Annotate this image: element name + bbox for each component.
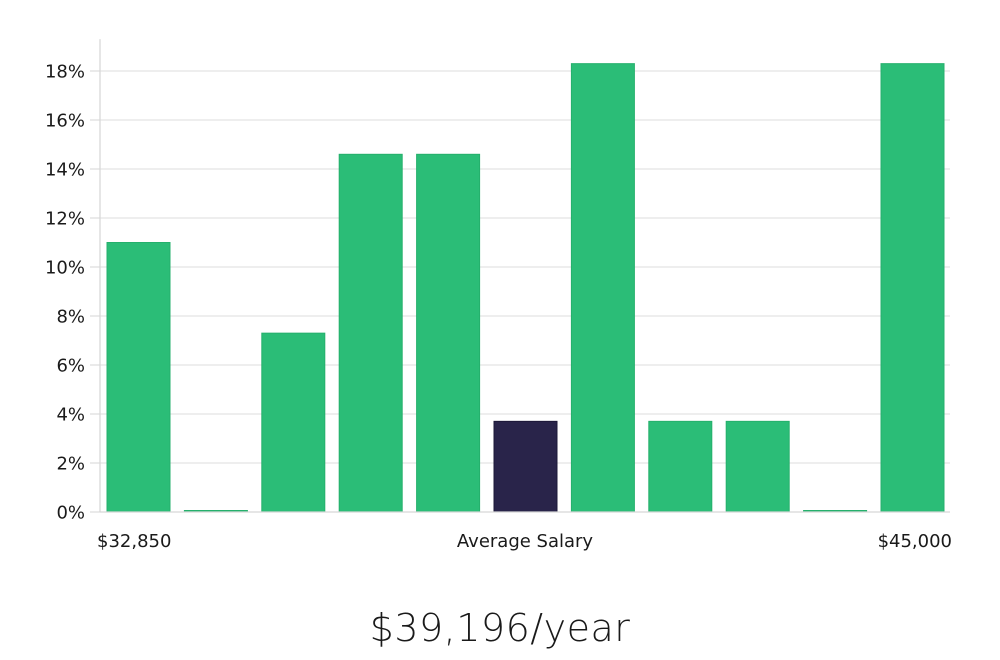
grid-layer bbox=[100, 70, 950, 464]
highlight-bar bbox=[493, 420, 558, 513]
y-tick-label: 6% bbox=[56, 356, 85, 377]
y-tick-label: 4% bbox=[56, 405, 85, 426]
bar bbox=[570, 63, 635, 513]
bar bbox=[880, 63, 945, 513]
bar-layer bbox=[106, 63, 945, 513]
x-axis-label: Average Salary bbox=[457, 531, 594, 552]
x-min-label: $32,850 bbox=[97, 531, 171, 552]
axis-layer: 0% 2% 4% 6% 8% 10% 12% 14% 16% 18% bbox=[45, 39, 950, 524]
x-max-label: $45,000 bbox=[878, 531, 952, 552]
y-tick-label: 18% bbox=[45, 62, 85, 83]
salary-histogram-chart: 0% 2% 4% 6% 8% 10% 12% 14% 16% 18% $32,850 Averag… bbox=[45, 39, 952, 552]
y-tick-label: 2% bbox=[56, 454, 85, 475]
average-salary-value: $39,196/year bbox=[369, 606, 631, 650]
bar bbox=[725, 420, 790, 513]
y-tick-label: 14% bbox=[45, 160, 85, 181]
bar bbox=[338, 153, 403, 513]
y-tick-label: 12% bbox=[45, 209, 85, 230]
bar bbox=[416, 153, 481, 513]
y-tick-label: 8% bbox=[56, 307, 85, 328]
y-tick-label: 0% bbox=[56, 503, 85, 524]
bar bbox=[648, 420, 713, 513]
bar bbox=[261, 332, 326, 513]
y-tick-label: 16% bbox=[45, 111, 85, 132]
y-tick-label: 10% bbox=[45, 258, 85, 279]
bar bbox=[106, 242, 171, 513]
